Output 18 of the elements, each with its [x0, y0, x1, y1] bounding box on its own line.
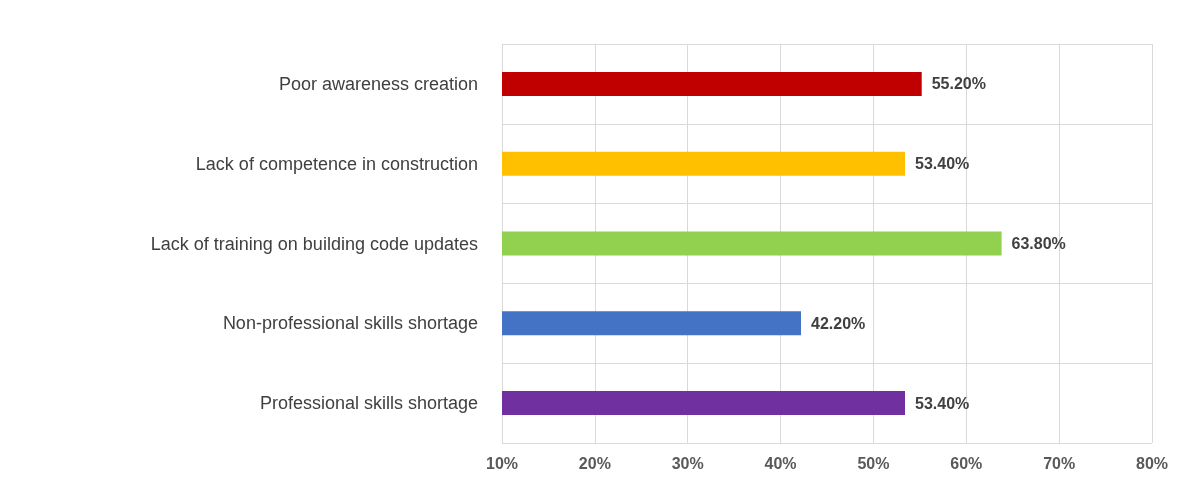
x-tick-label: 40%	[764, 454, 797, 472]
y-tick-label: Lack of competence in construction	[195, 153, 478, 174]
x-tick-label: 50%	[857, 454, 890, 472]
y-tick-label: Lack of training on building code updates	[150, 233, 478, 254]
data-label: 55.20%	[931, 75, 986, 93]
x-tick-label: 80%	[1135, 454, 1169, 472]
data-label: 53.40%	[915, 394, 970, 412]
data-label: 63.80%	[1011, 235, 1066, 252]
data-label: 42.20%	[811, 314, 866, 332]
y-tick-label: Non-professional skills shortage	[222, 313, 478, 334]
x-tick-label: 70%	[1043, 454, 1076, 472]
x-tick-label: 20%	[578, 454, 611, 472]
x-tick-label: 60%	[950, 454, 983, 472]
y-tick-label: Poor awareness creation	[278, 73, 478, 94]
data-label: 53.40%	[915, 155, 970, 173]
x-tick-label: 30%	[671, 454, 704, 472]
y-tick-label: Professional skills shortage	[259, 393, 478, 414]
x-tick-label: 10%	[485, 454, 519, 472]
